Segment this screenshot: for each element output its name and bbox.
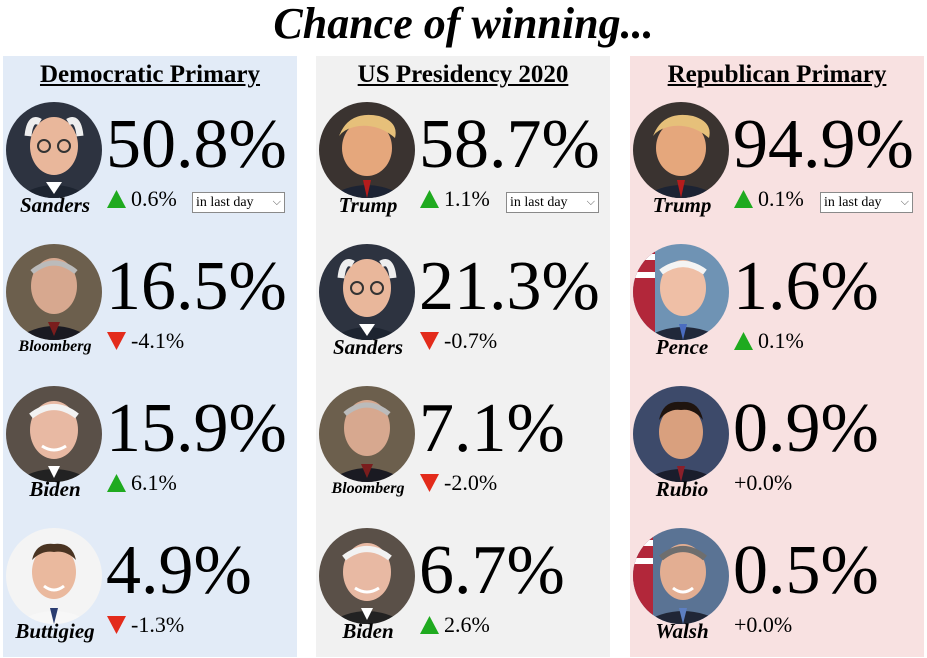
candidate-row: Sanders 21.3% -0.7% [316, 244, 610, 374]
avatar [633, 244, 729, 340]
down-arrow-icon [420, 474, 439, 492]
candidate-name: Trump [652, 193, 712, 217]
change-value: 2.6% [444, 612, 490, 637]
up-arrow-icon [734, 190, 753, 208]
win-chance: 94.9% [733, 106, 914, 183]
avatar [633, 528, 729, 624]
win-chance: 21.3% [419, 248, 600, 325]
period-select-value: in last day [196, 195, 254, 210]
avatar [6, 386, 102, 482]
change: +0.0% [734, 470, 792, 496]
candidate-row: Buttigieg 4.9% -1.3% [3, 528, 297, 658]
candidate-name: Biden [342, 619, 394, 643]
candidate-name: Bloomberg [331, 480, 405, 497]
up-arrow-icon [420, 190, 439, 208]
candidate-row: Bloomberg 7.1% -2.0% [316, 386, 610, 516]
change-value: 6.1% [131, 470, 177, 495]
win-chance: 0.9% [733, 390, 879, 467]
column-heading: Republican Primary [667, 61, 887, 88]
avatar [319, 528, 415, 624]
change-value: +0.0% [734, 470, 793, 495]
avatar [319, 244, 415, 340]
period-select-democratic[interactable]: in last day ⌵ [192, 192, 285, 213]
candidate-row: Rubio 0.9% +0.0% [630, 386, 924, 516]
change-value: +0.0% [734, 612, 793, 637]
avatar [6, 102, 102, 198]
candidate-name: Bloomberg [18, 338, 92, 355]
change: -1.3% [107, 612, 184, 638]
column-heading: Democratic Primary [39, 61, 261, 88]
democratic-primary-panel: Democratic Primary Sanders 50.8% 0.6% Bl… [3, 56, 297, 657]
candidate-row: Biden 15.9% 6.1% [3, 386, 297, 516]
avatar [633, 102, 729, 198]
win-chance: 1.6% [733, 248, 879, 325]
change: 0.1% [734, 186, 804, 212]
change: 1.1% [420, 186, 490, 212]
win-chance: 7.1% [419, 390, 565, 467]
candidate-row: Trump 94.9% 0.1% [630, 102, 924, 232]
candidate-name: Walsh [655, 619, 709, 643]
candidate-name: Sanders [332, 335, 404, 359]
change: 6.1% [107, 470, 177, 496]
change: 0.1% [734, 328, 804, 354]
down-arrow-icon [420, 332, 439, 350]
up-arrow-icon [107, 190, 126, 208]
change-value: 1.1% [444, 186, 490, 211]
win-chance: 6.7% [419, 532, 565, 609]
avatar [319, 386, 415, 482]
candidate-name: Pence [655, 335, 709, 359]
candidate-name: Buttigieg [15, 619, 95, 643]
win-chance: 15.9% [106, 390, 287, 467]
win-chance: 4.9% [106, 532, 252, 609]
avatar [319, 102, 415, 198]
candidate-name: Rubio [655, 477, 709, 501]
change: +0.0% [734, 612, 792, 638]
candidate-row: Bloomberg 16.5% -4.1% [3, 244, 297, 374]
win-chance: 58.7% [419, 106, 600, 183]
candidate-row: Trump 58.7% 1.1% [316, 102, 610, 232]
avatar [6, 528, 102, 624]
change-value: 0.1% [758, 328, 804, 353]
up-arrow-icon [734, 332, 753, 350]
change: -0.7% [420, 328, 497, 354]
candidate-name: Sanders [19, 193, 91, 217]
candidate-name: Trump [338, 193, 398, 217]
down-arrow-icon [107, 332, 126, 350]
down-arrow-icon [107, 616, 126, 634]
change-value: 0.6% [131, 186, 177, 211]
change-value: 0.1% [758, 186, 804, 211]
candidate-name: Biden [29, 477, 81, 501]
avatar [6, 244, 102, 340]
change: 2.6% [420, 612, 490, 638]
win-chance: 16.5% [106, 248, 287, 325]
candidate-row: Sanders 50.8% 0.6% [3, 102, 297, 232]
chevron-down-icon: ⌵ [586, 196, 595, 208]
candidate-row: Pence 1.6% 0.1% [630, 244, 924, 374]
period-select-value: in last day [824, 195, 882, 210]
page-title: Chance of winning... [273, 0, 654, 48]
chevron-down-icon: ⌵ [900, 196, 909, 208]
change-value: -4.1% [131, 328, 185, 353]
candidate-row: Walsh 0.5% +0.0% [630, 528, 924, 658]
win-chance: 0.5% [733, 532, 879, 609]
change: -4.1% [107, 328, 184, 354]
change-value: -2.0% [444, 470, 498, 495]
change: 0.6% [107, 186, 177, 212]
period-select-presidency[interactable]: in last day ⌵ [506, 192, 599, 213]
win-chance: 50.8% [106, 106, 287, 183]
up-arrow-icon [420, 616, 439, 634]
period-select-value: in last day [510, 195, 568, 210]
avatar [633, 386, 729, 482]
up-arrow-icon [107, 474, 126, 492]
chevron-down-icon: ⌵ [272, 196, 281, 208]
change-value: -0.7% [444, 328, 498, 353]
period-select-republican[interactable]: in last day ⌵ [820, 192, 913, 213]
us-presidency-panel: US Presidency 2020 Trump 58.7% 1.1% Sand… [316, 56, 610, 657]
column-heading: US Presidency 2020 [357, 61, 569, 88]
change: -2.0% [420, 470, 497, 496]
republican-primary-panel: Republican Primary Trump 94.9% 0.1% Penc… [630, 56, 924, 657]
candidate-row: Biden 6.7% 2.6% [316, 528, 610, 658]
change-value: -1.3% [131, 612, 185, 637]
